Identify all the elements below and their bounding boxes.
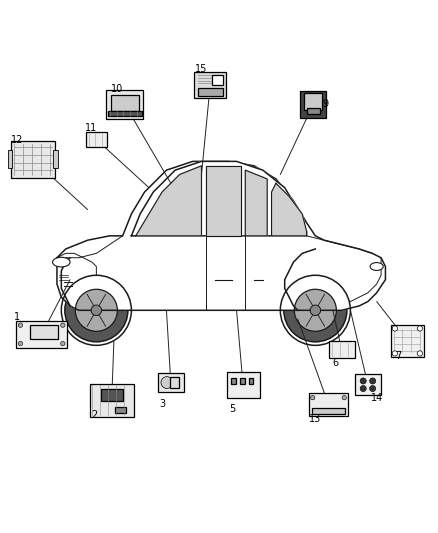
Text: 13: 13 — [309, 414, 321, 424]
Bar — [53, 150, 58, 168]
Bar — [11, 141, 55, 178]
Polygon shape — [131, 161, 307, 236]
Bar — [115, 407, 126, 413]
Polygon shape — [245, 170, 267, 236]
Circle shape — [310, 305, 321, 316]
Circle shape — [60, 342, 65, 346]
Bar — [8, 150, 12, 168]
Bar — [312, 408, 345, 414]
Polygon shape — [206, 166, 241, 236]
Bar — [194, 71, 226, 98]
Circle shape — [370, 378, 376, 384]
Circle shape — [91, 305, 102, 316]
Bar — [17, 321, 67, 348]
Circle shape — [417, 351, 422, 356]
Circle shape — [284, 279, 347, 342]
Text: 6: 6 — [332, 358, 339, 368]
Circle shape — [417, 326, 422, 331]
Circle shape — [392, 326, 398, 331]
Text: 3: 3 — [159, 399, 165, 409]
Polygon shape — [272, 183, 307, 236]
Bar — [108, 111, 141, 116]
Bar — [304, 93, 322, 110]
Text: 9: 9 — [322, 100, 328, 109]
Bar — [111, 95, 139, 111]
Circle shape — [360, 378, 366, 384]
Circle shape — [65, 279, 128, 342]
Ellipse shape — [370, 263, 383, 270]
Bar — [300, 91, 326, 118]
Bar — [307, 108, 320, 114]
Text: 7: 7 — [396, 351, 402, 361]
Circle shape — [311, 395, 315, 400]
Text: 1: 1 — [14, 312, 20, 322]
Bar — [240, 377, 245, 384]
Bar — [248, 377, 254, 384]
Bar — [231, 377, 237, 384]
Polygon shape — [57, 161, 385, 310]
Bar — [101, 390, 123, 401]
Polygon shape — [136, 166, 201, 236]
Circle shape — [360, 385, 366, 392]
Circle shape — [60, 323, 65, 327]
Bar — [90, 384, 134, 416]
Bar — [170, 377, 180, 389]
Bar — [328, 342, 355, 358]
Text: 14: 14 — [371, 393, 384, 403]
Text: 12: 12 — [11, 135, 23, 146]
Text: 15: 15 — [195, 64, 208, 75]
Bar — [309, 393, 348, 416]
Bar — [212, 75, 223, 85]
Text: 5: 5 — [229, 404, 235, 414]
Text: 11: 11 — [85, 123, 97, 133]
Circle shape — [75, 289, 117, 332]
Bar — [198, 88, 223, 96]
Circle shape — [392, 351, 398, 356]
Circle shape — [161, 377, 173, 389]
Text: 2: 2 — [91, 410, 97, 421]
Bar — [355, 374, 381, 395]
Bar — [30, 325, 58, 340]
Bar — [106, 90, 143, 119]
Circle shape — [370, 385, 376, 392]
Ellipse shape — [53, 257, 70, 267]
Bar — [158, 373, 184, 392]
Bar — [227, 372, 259, 398]
Text: 10: 10 — [111, 84, 124, 94]
Bar — [391, 325, 424, 358]
Circle shape — [294, 289, 336, 332]
Circle shape — [18, 323, 23, 327]
Bar — [86, 132, 107, 147]
Circle shape — [18, 342, 23, 346]
Circle shape — [342, 395, 346, 400]
